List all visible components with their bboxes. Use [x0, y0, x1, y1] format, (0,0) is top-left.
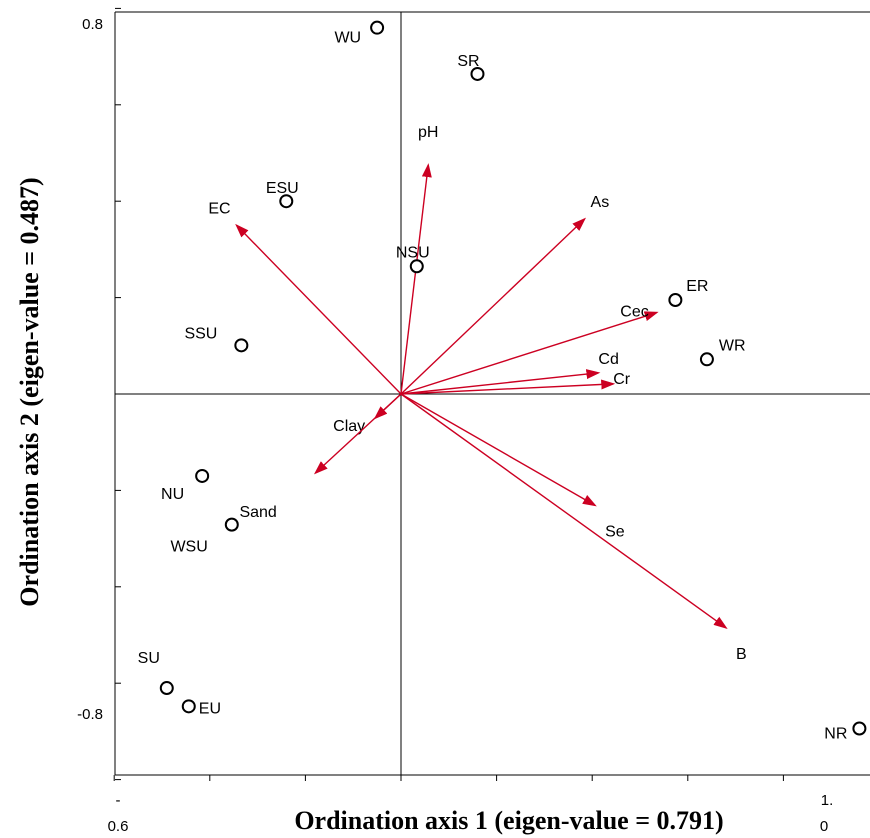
arrow-cd	[400, 369, 601, 395]
arrow-as	[400, 217, 586, 395]
arrow-label-b: B	[736, 646, 747, 663]
arrow-label-ec: EC	[208, 200, 230, 217]
arrow-label-se: Se	[605, 523, 625, 540]
site-label-wr: WR	[719, 337, 746, 354]
arrow-cec	[400, 311, 659, 395]
variable-arrows: pH As EC Cec Cd Cr Clay Sand Se B	[208, 124, 746, 663]
x-axis-ticks	[113, 775, 784, 781]
site-point-wr	[699, 352, 714, 367]
site-point-esu	[279, 194, 294, 209]
site-point-sr	[470, 66, 485, 81]
arrow-label-sand: Sand	[239, 504, 276, 521]
arrow-ec	[235, 223, 402, 395]
site-point-nu	[195, 468, 210, 483]
y-axis-ticks	[115, 7, 121, 781]
arrow-label-cr: Cr	[613, 371, 631, 388]
site-label-er: ER	[686, 278, 708, 295]
arrow-ph	[400, 163, 432, 395]
arrow-label-cd: Cd	[598, 351, 618, 368]
site-point-eu	[181, 699, 196, 714]
site-point-wsu	[224, 517, 239, 532]
site-label-wsu: WSU	[170, 539, 207, 556]
site-label-sr: SR	[457, 53, 479, 70]
arrow-label-cec: Cec	[620, 304, 648, 321]
y-tick-label-min: -0.8	[77, 706, 103, 723]
arrow-label-ph: pH	[418, 124, 438, 141]
site-label-nr: NR	[824, 726, 847, 743]
site-point-er	[668, 293, 683, 308]
site-label-eu: EU	[199, 700, 221, 717]
site-label-su: SU	[138, 650, 160, 667]
arrow-label-as: As	[591, 194, 610, 211]
site-label-wu: WU	[334, 30, 361, 47]
site-label-nsu: NSU	[396, 244, 430, 261]
site-label-ssu: SSU	[184, 325, 217, 342]
site-point-su	[159, 681, 174, 696]
site-point-wu	[370, 20, 385, 35]
site-point-nr	[852, 721, 867, 736]
x-tick-label-max: 1. 0	[820, 792, 833, 835]
arrow-se	[400, 393, 597, 507]
x-axis-title: Ordination axis 1 (eigen-value = 0.791)	[294, 806, 723, 835]
site-label-nu: NU	[161, 486, 184, 503]
site-point-ssu	[234, 338, 249, 353]
x-tick-label-min: -0.6	[108, 792, 129, 835]
arrow-label-clay: Clay	[333, 418, 365, 435]
site-points: WU SR ESU NSU ER SSU WR NU WSU SU EU NR	[138, 20, 867, 743]
arrow-cr	[400, 379, 616, 395]
arrow-b	[400, 393, 728, 629]
arrow-sand	[313, 393, 402, 475]
y-axis-title: Ordination axis 2 (eigen-value = 0.487)	[15, 177, 44, 606]
y-tick-label-max: 0.8	[82, 16, 103, 33]
site-point-nsu	[409, 259, 424, 274]
site-label-esu: ESU	[266, 180, 299, 197]
